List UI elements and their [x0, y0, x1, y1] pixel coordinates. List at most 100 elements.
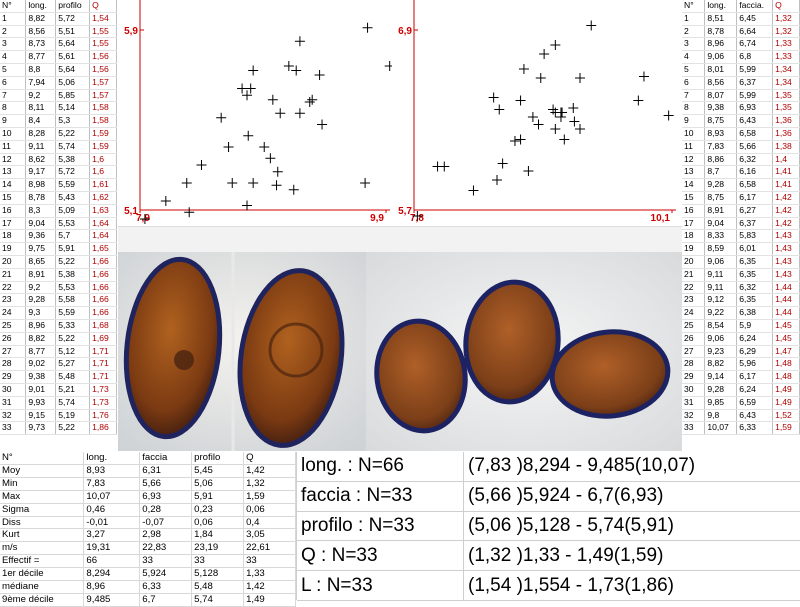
chart-bottom-strip — [118, 226, 682, 253]
stats-cell: 33 — [244, 555, 296, 568]
stats-cell: 5,128 — [192, 568, 244, 581]
table-cell: 1,41 — [773, 179, 800, 192]
table-cell: 9,01 — [26, 383, 56, 396]
stats-column-header: long. — [84, 452, 140, 464]
data-point — [197, 160, 207, 170]
stats-cell: -0,07 — [140, 516, 192, 529]
table-cell: 1,38 — [773, 140, 800, 153]
table-cell: 6,17 — [737, 191, 773, 204]
table-cell: 27 — [682, 345, 705, 358]
table-cell: 24 — [0, 307, 26, 320]
table-cell: 9,75 — [26, 243, 56, 256]
table-cell: 9,28 — [705, 383, 737, 396]
stats-column-header: N° — [0, 452, 84, 464]
stats-cell: 23,19 — [192, 542, 244, 555]
table-cell: 1,61 — [90, 179, 117, 192]
table-cell: 8,3 — [26, 204, 56, 217]
table-cell: 5,74 — [56, 140, 90, 153]
data-point — [385, 61, 392, 71]
table-cell: 5,21 — [56, 383, 90, 396]
table-cell: 23 — [682, 294, 705, 307]
data-point — [182, 178, 192, 188]
stats-cell: 6,93 — [140, 490, 192, 503]
data-point — [289, 185, 299, 195]
stats-cell: 33 — [192, 555, 244, 568]
table-cell: 8,86 — [705, 153, 737, 166]
table-cell: 1,66 — [90, 294, 117, 307]
data-point — [586, 21, 596, 31]
table-cell: 17 — [682, 217, 705, 230]
table-cell: 8,7 — [705, 166, 737, 179]
data-point — [550, 124, 560, 134]
column-header: long. — [705, 0, 737, 12]
table-cell: 6,32 — [737, 281, 773, 294]
table-header-row: N°long.faccia.Q — [682, 0, 800, 12]
table-cell: 15 — [682, 191, 705, 204]
spore-photo-face-svg — [366, 252, 682, 451]
data-point — [539, 49, 549, 59]
data-point — [295, 36, 305, 46]
table-cell: 1,55 — [90, 38, 117, 51]
stats-cell: -0,01 — [84, 516, 140, 529]
table-cell: 1,35 — [773, 89, 800, 102]
table-cell: 8,77 — [26, 51, 56, 64]
stats-cell: 19,31 — [84, 542, 140, 555]
table-cell: 5,74 — [56, 396, 90, 409]
table-cell: 8,77 — [26, 345, 56, 358]
table-cell: 1 — [682, 12, 705, 25]
y-tick-label: 5,9 — [124, 26, 138, 37]
table-cell: 1,66 — [90, 255, 117, 268]
data-point — [489, 93, 499, 103]
stats-cell: 5,66 — [140, 477, 192, 490]
stats-cell: 33 — [140, 555, 192, 568]
table-cell: 8,78 — [705, 25, 737, 38]
column-header: profilo — [56, 0, 90, 12]
summary-row: long. : N=66(7,83 )8,294 - 9,485(10,07) — [297, 452, 800, 481]
data-point — [363, 23, 373, 33]
table-cell: 1 — [0, 12, 26, 25]
summary-range: (5,66 )5,924 - 6,7(6,93) — [464, 481, 800, 511]
table-cell: 10,07 — [705, 422, 737, 435]
table-cell: 8,28 — [26, 127, 56, 140]
stats-cell: 0,28 — [140, 503, 192, 516]
table-cell: 16 — [0, 204, 26, 217]
table-cell: 5 — [682, 63, 705, 76]
table-cell: 23 — [0, 294, 26, 307]
table-cell: 31 — [682, 396, 705, 409]
table-cell: 13 — [682, 166, 705, 179]
stats-cell: 22,83 — [140, 542, 192, 555]
table-cell: 6 — [682, 76, 705, 89]
table-cell: 1,58 — [90, 115, 117, 128]
stats-cell: 5,48 — [192, 581, 244, 594]
column-header: long. — [26, 0, 56, 12]
table-cell: 9 — [682, 115, 705, 128]
summary-label: long. : N=66 — [297, 452, 464, 481]
data-point — [516, 135, 526, 145]
stats-cell: 66 — [84, 555, 140, 568]
table-cell: 8,8 — [26, 63, 56, 76]
data-point — [161, 196, 171, 206]
data-point — [275, 108, 285, 118]
data-point — [248, 66, 258, 76]
table-cell: 5,19 — [56, 409, 90, 422]
column-header: N° — [682, 0, 705, 12]
table-cell: 5,3 — [56, 115, 90, 128]
data-point — [559, 135, 569, 145]
table-cell: 5,14 — [56, 102, 90, 115]
data-point — [272, 180, 282, 190]
table-cell: 1,56 — [90, 63, 117, 76]
column-header: N° — [0, 0, 26, 12]
